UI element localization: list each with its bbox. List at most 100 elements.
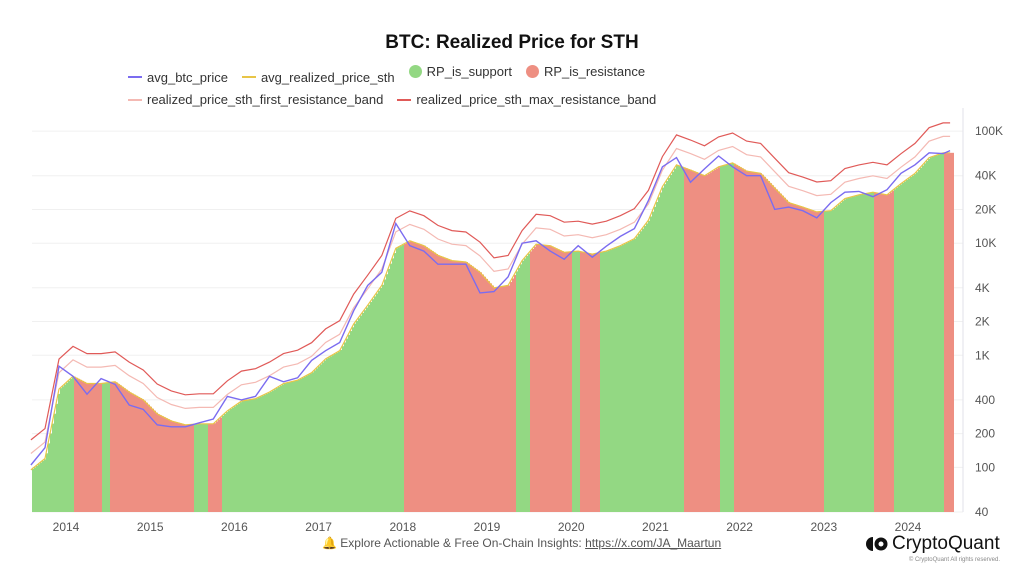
rp-support-bar [326, 358, 328, 512]
rp-resistance-bar [776, 189, 778, 513]
rp-support-bar [66, 382, 68, 512]
rp-resistance-bar [794, 204, 796, 512]
rp-support-bar [258, 397, 260, 512]
rp-resistance-bar [486, 278, 488, 512]
rp-resistance-bar [480, 272, 482, 512]
rp-resistance-bar [118, 383, 120, 512]
rp-resistance-bar [134, 394, 136, 512]
legend-item-avg-realized-price-sth[interactable]: avg_realized_price_sth [241, 68, 395, 87]
rp-support-bar [384, 279, 386, 512]
legend-marker [408, 65, 422, 78]
rp-resistance-bar [592, 254, 594, 512]
rp-support-bar [720, 166, 722, 512]
rp-support-bar [222, 415, 224, 512]
brand-name: CryptoQuant [892, 533, 1000, 554]
rp-support-bar [670, 174, 672, 513]
legend-item-RP-is-resistance[interactable]: RP_is_resistance [525, 62, 645, 81]
rp-support-bar [656, 201, 658, 513]
rp-resistance-bar [760, 173, 762, 512]
rp-resistance-bar [98, 383, 100, 512]
rp-resistance-bar [186, 424, 188, 512]
legend-marker [128, 76, 142, 78]
rp-support-bar [234, 406, 236, 512]
rp-resistance-bar [780, 193, 782, 512]
legend-label: realized_price_sth_first_resistance_band [147, 92, 384, 107]
legend-item-realized-price-sth-first-resistance-band[interactable]: realized_price_sth_first_resistance_band [128, 90, 383, 109]
rp-resistance-bar [414, 242, 416, 512]
legend-label: realized_price_sth_max_resistance_band [416, 92, 657, 107]
bell-icon: 🔔 [322, 536, 337, 550]
rp-resistance-bar [744, 169, 746, 513]
rp-resistance-bar [488, 281, 490, 512]
rp-support-bar [852, 196, 854, 512]
rp-support-bar [672, 171, 674, 512]
rp-resistance-bar [506, 285, 508, 512]
rp-support-bar [284, 383, 286, 512]
rp-resistance-bar [176, 422, 178, 512]
rp-resistance-bar [436, 253, 438, 512]
rp-support-bar [604, 251, 606, 512]
rp-resistance-bar [696, 172, 698, 513]
rp-resistance-bar [122, 386, 124, 512]
rp-resistance-bar [772, 185, 774, 512]
rp-resistance-bar [124, 388, 126, 512]
rp-resistance-bar [812, 210, 814, 512]
rp-resistance-bar [440, 256, 442, 512]
rp-support-bar [390, 263, 392, 512]
rp-support-bar [368, 304, 370, 512]
rp-support-bar [374, 296, 376, 512]
rp-resistance-bar [734, 163, 736, 512]
rp-resistance-bar [704, 175, 706, 512]
rp-support-bar [664, 184, 666, 513]
rp-resistance-bar [752, 171, 754, 512]
rp-resistance-bar [116, 382, 118, 512]
rp-resistance-bar [790, 203, 792, 512]
rp-support-bar [940, 153, 942, 512]
copyright: © CryptoQuant All rights reserved. [908, 557, 1000, 563]
rp-resistance-bar [476, 269, 478, 512]
rp-support-bar [36, 465, 38, 512]
rp-resistance-bar [774, 187, 776, 513]
rp-resistance-bar [552, 246, 554, 512]
brand-logo: CryptoQuant [866, 533, 1000, 555]
rp-resistance-bar [164, 417, 166, 512]
rp-support-bar [254, 398, 256, 512]
rp-support-bar [600, 252, 602, 512]
rp-support-bar [862, 194, 864, 512]
rp-support-bar [914, 174, 916, 512]
rp-resistance-bar [820, 211, 822, 513]
rp-resistance-bar [474, 267, 476, 512]
rp-resistance-bar [950, 152, 952, 512]
rp-resistance-bar [510, 281, 512, 512]
rp-support-bar [602, 252, 604, 513]
footer-link[interactable]: https://x.com/JA_Maartun [585, 536, 722, 550]
legend-item-avg-btc-price[interactable]: avg_btc_price [128, 68, 228, 87]
rp-resistance-bar [736, 164, 738, 513]
rp-support-bar [274, 389, 276, 512]
rp-resistance-bar [432, 251, 434, 513]
rp-resistance-bar [948, 152, 950, 512]
footer-text: Explore Actionable & Free On-Chain Insig… [340, 536, 586, 550]
rp-resistance-bar [568, 251, 570, 512]
rp-support-bar [338, 351, 340, 512]
rp-support-bar [266, 393, 268, 512]
rp-support-bar [524, 258, 526, 512]
rp-support-bar [310, 373, 312, 512]
rp-resistance-bar [822, 211, 824, 513]
rp-support-bar [896, 187, 898, 512]
rp-support-bar [626, 242, 628, 512]
rp-support-bar [644, 226, 646, 513]
legend-item-RP-is-support[interactable]: RP_is_support [408, 62, 512, 81]
rp-resistance-bar [212, 423, 214, 512]
rp-resistance-bar [802, 206, 804, 513]
rp-resistance-bar [584, 252, 586, 513]
rp-support-bar [272, 390, 274, 512]
x-tick-label: 2014 [53, 520, 80, 534]
legend-item-realized-price-sth-max-resistance-band[interactable]: realized_price_sth_max_resistance_band [397, 90, 656, 109]
rp-support-bar [844, 199, 846, 512]
rp-support-bar [280, 385, 282, 512]
rp-resistance-bar [798, 205, 800, 512]
rp-resistance-bar [816, 211, 818, 513]
rp-support-bar [316, 368, 318, 512]
